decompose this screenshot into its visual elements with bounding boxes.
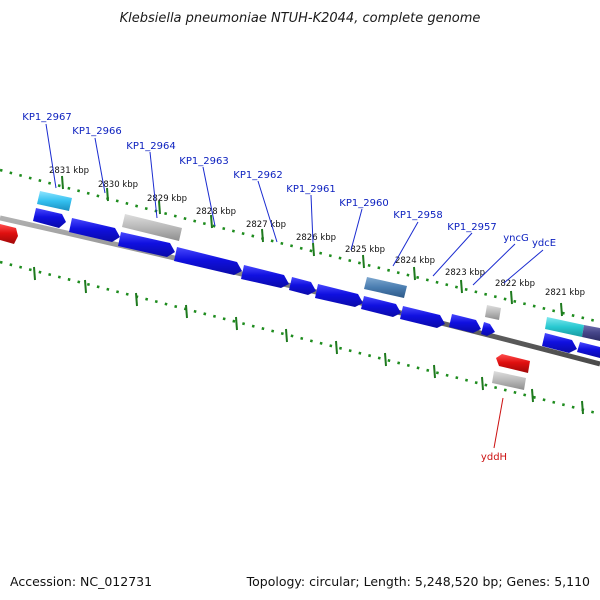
gene-label-ydce[interactable]: ydcE: [532, 238, 556, 249]
major-tick: [158, 200, 161, 215]
gene-label-kp1-2958[interactable]: KP1_2958: [393, 210, 442, 221]
outer-kbp-labels: 2831 kbp 2830 kbp 2829 kbp 2828 kbp 2827…: [49, 166, 585, 298]
leader-line-yddh: [493, 397, 504, 449]
gene-yddh-red-arrow[interactable]: [496, 354, 530, 373]
major-tick: [433, 364, 436, 379]
topology-text: Topology: circular; Length: 5,248,520 bp…: [246, 574, 590, 589]
gene-kp1-2957-arrow[interactable]: [400, 306, 445, 328]
gene-label-kp1-2957[interactable]: KP1_2957: [447, 222, 496, 233]
major-tick: [560, 302, 563, 317]
major-tick: [61, 175, 64, 190]
forward-arrow-genes: [33, 208, 600, 358]
gene-kp1-2966-arrow[interactable]: [69, 218, 120, 242]
major-tick: [384, 352, 387, 367]
major-tick: [235, 316, 238, 331]
kbp-label: 2828 kbp: [196, 207, 236, 217]
major-tick: [362, 254, 365, 269]
gene-label-yncg[interactable]: yncG: [503, 233, 529, 244]
gene-label-kp1-2963[interactable]: KP1_2963: [179, 156, 228, 167]
major-tick: [312, 242, 315, 257]
leader-line-yncg: [472, 243, 516, 286]
gene-leader-lines: [45, 123, 544, 449]
kbp-label: 2829 kbp: [147, 194, 187, 204]
major-tick: [106, 187, 109, 202]
gene-label-yddh[interactable]: yddH: [481, 452, 507, 463]
kbp-label: 2825 kbp: [345, 245, 385, 255]
major-tick: [510, 290, 513, 305]
leader-line-kp1-2958: [392, 221, 419, 267]
gene-kp1-2964-arrow[interactable]: [118, 232, 175, 257]
kbp-label: 2821 kbp: [545, 288, 585, 298]
gene-yddh-gray-feature[interactable]: [492, 371, 526, 390]
leader-line-kp1-2963: [202, 166, 216, 227]
top-strand-genes: [37, 191, 600, 341]
reverse-arrow-genes: [0, 224, 530, 390]
gene-label-kp1-2960[interactable]: KP1_2960: [339, 198, 388, 209]
leader-line-kp1-2957: [432, 232, 473, 277]
leader-line-kp1-2960: [350, 208, 363, 251]
gene-label-kp1-2961[interactable]: KP1_2961: [286, 184, 335, 195]
gene-right-edge-feature[interactable]: [582, 325, 600, 341]
leader-line-kp1-2961: [310, 194, 314, 244]
gene-label-kp1-2966[interactable]: KP1_2966: [72, 126, 121, 137]
gene-kp1-2964-feature[interactable]: [122, 214, 182, 241]
major-tick: [481, 376, 484, 391]
gene-left-edge-red-arrow[interactable]: [0, 224, 18, 244]
kbp-label: 2827 kbp: [246, 220, 286, 230]
gene-kp1-2967-feature[interactable]: [37, 191, 72, 211]
gene-kp1-2963-arrow[interactable]: [174, 247, 242, 275]
major-tick: [33, 266, 36, 281]
kbp-label: 2830 kbp: [98, 180, 138, 190]
gene-ydce-arrow[interactable]: [542, 333, 577, 353]
leader-line-ydce: [503, 249, 544, 284]
gene-right-edge-arrow[interactable]: [577, 342, 600, 358]
major-tick: [135, 292, 138, 307]
gene-labels: KP1_2967 KP1_2966 KP1_2964 KP1_2963 KP1_…: [22, 112, 556, 463]
leader-line-kp1-2962: [257, 180, 278, 243]
gene-kp1-2961-arrow[interactable]: [289, 277, 316, 295]
gene-kp1-2958-arrow[interactable]: [361, 296, 401, 317]
gene-kp1-2960-feature[interactable]: [364, 277, 407, 298]
major-tick: [335, 340, 338, 355]
gene-label-kp1-2964[interactable]: KP1_2964: [126, 141, 175, 152]
gene-label-kp1-2967[interactable]: KP1_2967: [22, 112, 71, 123]
major-tick: [413, 266, 416, 281]
gene-kp1-2967-arrow[interactable]: [33, 208, 66, 228]
gene-yncg-arrow[interactable]: [481, 322, 495, 336]
major-tick: [210, 214, 213, 229]
gene-kp1-2957b-arrow[interactable]: [449, 314, 481, 333]
gene-label-kp1-2962[interactable]: KP1_2962: [233, 170, 282, 181]
leader-line-kp1-2967: [45, 123, 57, 189]
outer-tick-ring: 2831 kbp 2830 kbp 2829 kbp 2828 kbp 2827…: [0, 166, 600, 324]
kbp-label: 2824 kbp: [395, 256, 435, 266]
outer-ring-dots: [0, 168, 600, 324]
gene-kp1-2960-arrow[interactable]: [315, 284, 363, 307]
outer-major-ticks: [61, 175, 563, 317]
leader-line-kp1-2966: [94, 137, 106, 194]
kbp-label: 2831 kbp: [49, 166, 89, 176]
gene-ydce-feature[interactable]: [545, 317, 584, 337]
map-title: Klebsiella pneumoniae NTUH-K2044, comple…: [120, 11, 481, 26]
kbp-label: 2822 kbp: [495, 279, 535, 289]
major-tick: [185, 304, 188, 319]
inner-tick-ring: [0, 260, 600, 416]
major-tick: [531, 388, 534, 403]
major-tick: [84, 279, 87, 294]
gene-kp1-2962-arrow[interactable]: [241, 265, 289, 288]
accession-text: Accession: NC_012731: [10, 574, 152, 589]
kbp-label: 2823 kbp: [445, 268, 485, 278]
major-tick: [460, 279, 463, 294]
major-tick: [261, 228, 264, 243]
major-tick: [581, 400, 584, 415]
inner-ring-dots: [0, 260, 600, 416]
leader-line-kp1-2964: [149, 151, 158, 219]
inner-major-ticks: [33, 266, 584, 415]
kbp-label: 2826 kbp: [296, 233, 336, 243]
gene-yncg-feature[interactable]: [485, 305, 501, 320]
major-tick: [285, 328, 288, 343]
